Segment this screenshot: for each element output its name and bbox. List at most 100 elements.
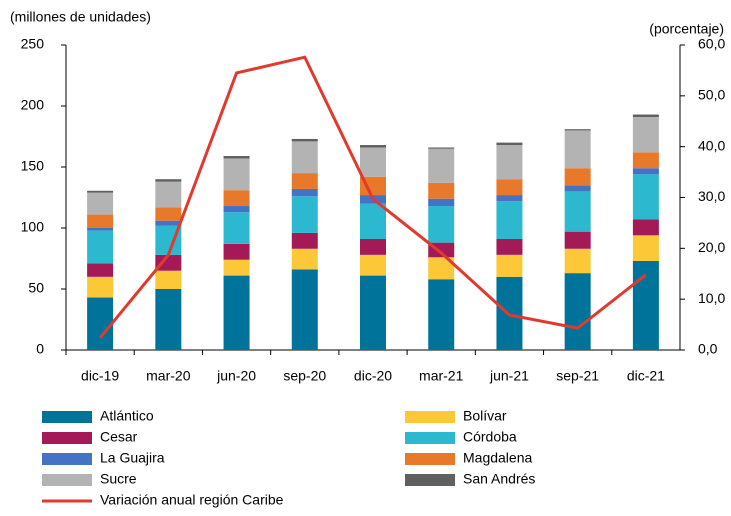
bar-segment	[155, 220, 182, 226]
bar-segment	[632, 114, 659, 117]
bar-segment	[155, 207, 182, 221]
x-tick-label: sep-20	[283, 368, 326, 384]
bar-segment	[632, 168, 659, 175]
x-tick-label: jun-20	[216, 368, 256, 384]
bar-segment	[360, 275, 386, 350]
x-tick-label: jun-21	[489, 368, 529, 384]
x-tick-label: mar-21	[419, 368, 464, 384]
x-tick-label: sep-21	[556, 368, 599, 384]
bar-segment	[291, 173, 318, 189]
bar-segment	[564, 273, 591, 350]
bar-segment	[496, 195, 523, 202]
bar-segment	[223, 156, 250, 159]
legend-label: Córdoba	[463, 429, 517, 445]
bar-segment	[428, 206, 455, 243]
legend-swatch	[42, 411, 92, 423]
legend-label: La Guajira	[100, 450, 165, 466]
bar-segment	[564, 185, 591, 192]
legend-label: Sucre	[100, 471, 137, 487]
y2-axis-title: (porcentaje)	[649, 21, 724, 37]
bar-segment	[223, 259, 250, 276]
bar-segment	[87, 214, 114, 228]
bar-segment	[632, 152, 659, 169]
legend-label: Magdalena	[463, 450, 532, 466]
bar-segment	[87, 230, 114, 264]
bar-segment	[360, 145, 386, 148]
bar-segment	[428, 147, 455, 149]
y-tick-label: 150	[21, 158, 45, 174]
bar-segment	[223, 158, 250, 191]
bar-segment	[632, 235, 659, 261]
bar-segment	[360, 203, 386, 239]
bar-segment	[564, 130, 591, 169]
bar-segment	[291, 141, 318, 174]
y2-tick-label: 60,0	[698, 36, 725, 52]
bar-segment	[564, 231, 591, 249]
bar-segment	[291, 232, 318, 249]
bar-segment	[360, 147, 386, 177]
bar-segment	[428, 198, 455, 207]
line-series	[98, 55, 647, 339]
bar-segment	[87, 263, 114, 277]
legend-swatch	[405, 432, 455, 444]
legend-label: Bolívar	[463, 408, 507, 424]
bar-segment	[496, 254, 523, 277]
bar-segment	[564, 168, 591, 186]
legend-swatch	[405, 474, 455, 486]
bar-segment	[223, 212, 250, 244]
x-tick-label: dic-20	[354, 368, 392, 384]
bar-segment	[632, 116, 659, 153]
bar-segment	[155, 181, 182, 208]
y-tick-label: 0	[36, 341, 44, 357]
bar-segment	[564, 248, 591, 274]
bar-segment	[564, 129, 591, 131]
bar-segment	[87, 192, 114, 215]
bar-segment	[155, 289, 182, 350]
bar-segment	[155, 179, 182, 182]
legend-swatch	[42, 453, 92, 465]
y2-tick-label: 20,0	[698, 239, 725, 255]
y2-tick-label: 50,0	[698, 87, 725, 103]
legend-swatch	[42, 432, 92, 444]
legend-swatch	[42, 474, 92, 486]
legend-swatch	[405, 411, 455, 423]
legend-label: San Andrés	[463, 471, 535, 487]
bar-segment	[87, 297, 114, 350]
bar-segment	[87, 228, 114, 231]
bar-segment	[223, 206, 250, 213]
y-tick-label: 100	[21, 219, 45, 235]
bar-segment	[223, 190, 250, 207]
bar-segment	[632, 174, 659, 220]
bar-segment	[496, 142, 523, 146]
bar-segment	[428, 148, 455, 183]
bar-segment	[496, 201, 523, 239]
bar-segment	[496, 145, 523, 180]
y-tick-label: 50	[28, 280, 44, 296]
bar-segment	[87, 276, 114, 298]
bar-segment	[428, 182, 455, 199]
x-tick-label: dic-19	[81, 368, 119, 384]
bar-segment	[291, 196, 318, 233]
bar-segment	[291, 138, 318, 142]
bar-segment	[223, 243, 250, 260]
y2-tick-label: 10,0	[698, 290, 725, 306]
bar-segment	[360, 238, 386, 255]
bar-segment	[291, 188, 318, 197]
y2-tick-label: 0,0	[698, 341, 718, 357]
x-tick-label: dic-21	[627, 368, 665, 384]
y-axis-title: (millones de unidades)	[10, 9, 151, 25]
bar-segment	[223, 275, 250, 350]
bar-segment	[632, 260, 659, 350]
bar-segment	[87, 190, 114, 193]
bar-segment	[564, 191, 591, 232]
bar-segment	[291, 269, 318, 350]
bar-segment	[496, 238, 523, 255]
bar-segment	[360, 176, 386, 196]
legend-label: Atlántico	[100, 408, 154, 424]
x-tick-label: mar-20	[146, 368, 191, 384]
y-tick-label: 200	[21, 97, 45, 113]
legend-swatch	[405, 453, 455, 465]
bar-segment	[360, 254, 386, 276]
bar-segment	[496, 179, 523, 196]
y2-tick-label: 30,0	[698, 188, 725, 204]
